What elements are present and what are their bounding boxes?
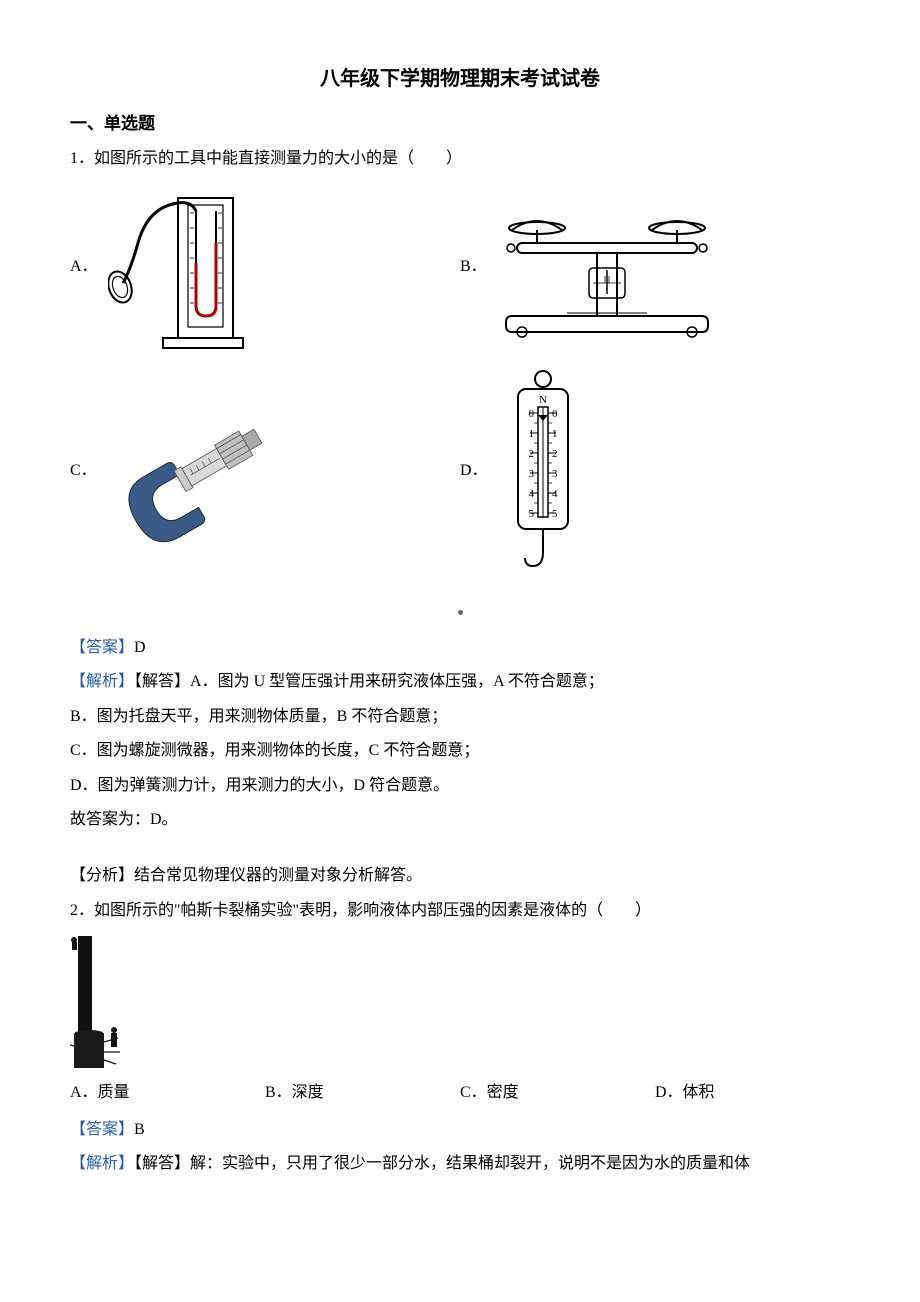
analysis-tag: 【分析】 bbox=[70, 867, 134, 884]
q1-option-c: C． bbox=[70, 367, 460, 577]
explain-label: 【解答】 bbox=[134, 673, 190, 690]
pascal-barrel-icon bbox=[70, 934, 850, 1074]
svg-text:N: N bbox=[539, 394, 547, 406]
q1-explain-c: C．图为螺旋测微器，用来测物体的长度，C 不符合题意； bbox=[70, 736, 850, 766]
q1-analysis: 【分析】结合常见物理仪器的测量对象分析解答。 bbox=[70, 861, 850, 891]
q1-answer-value: D bbox=[134, 639, 146, 656]
svg-text:2: 2 bbox=[528, 448, 534, 460]
answer-tag: 【答案】 bbox=[70, 1121, 134, 1138]
answer-tag: 【答案】 bbox=[70, 639, 134, 656]
q1-option-b-label: B． bbox=[460, 252, 487, 282]
svg-text:3: 3 bbox=[528, 468, 534, 480]
q1-conclusion: 故答案为：D。 bbox=[70, 805, 850, 835]
svg-text:5: 5 bbox=[528, 508, 534, 520]
q1-option-d: D． N 0 1 2 3 4 bbox=[460, 367, 850, 577]
q1-explain-b: B．图为托盘天平，用来测物体质量，B 不符合题意； bbox=[70, 702, 850, 732]
q1-option-b: B． bbox=[460, 183, 850, 353]
svg-text:0: 0 bbox=[552, 408, 558, 420]
svg-text:5: 5 bbox=[552, 508, 558, 520]
q1-option-d-label: D． bbox=[460, 456, 488, 486]
svg-text:3: 3 bbox=[552, 468, 558, 480]
q2-explain-text: 解：实验中，只用了很少一部分水，结果桶却裂开，说明不是因为水的质量和体 bbox=[190, 1155, 750, 1172]
q2-explain: 【解析】【解答】解：实验中，只用了很少一部分水，结果桶却裂开，说明不是因为水的质… bbox=[70, 1149, 850, 1179]
section-heading-1: 一、单选题 bbox=[70, 108, 850, 140]
svg-text:0: 0 bbox=[528, 408, 534, 420]
svg-text:2: 2 bbox=[552, 448, 558, 460]
q1-explain-d: D．图为弹簧测力计，用来测力的大小，D 符合题意。 bbox=[70, 771, 850, 801]
q2-option-d: D．体积 bbox=[655, 1078, 850, 1108]
explain-label: 【解答】 bbox=[134, 1155, 190, 1172]
q1-stem: 1．如图所示的工具中能直接测量力的大小的是（ ） bbox=[70, 144, 850, 174]
q1-option-c-label: C． bbox=[70, 456, 97, 486]
balance-scale-icon bbox=[497, 198, 717, 338]
q2-options: A．质量 B．深度 C．密度 D．体积 bbox=[70, 1078, 850, 1108]
q1-option-a-label: A． bbox=[70, 252, 98, 282]
manometer-icon bbox=[108, 183, 258, 353]
q2-option-c: C．密度 bbox=[460, 1078, 655, 1108]
explain-tag: 【解析】 bbox=[70, 1155, 134, 1172]
q1-explain-a: 【解析】【解答】A．图为 U 型管压强计用来研究液体压强，A 不符合题意； bbox=[70, 667, 850, 697]
page-title: 八年级下学期物理期末考试试卷 bbox=[70, 60, 850, 98]
q1-answer: 【答案】D bbox=[70, 633, 850, 663]
micrometer-icon bbox=[107, 392, 277, 552]
q2-stem: 2．如图所示的"帕斯卡裂桶实验"表明，影响液体内部压强的因素是液体的（ ） bbox=[70, 896, 850, 926]
q1-analysis-text: 结合常见物理仪器的测量对象分析解答。 bbox=[134, 867, 422, 884]
q2-option-b: B．深度 bbox=[265, 1078, 460, 1108]
q2-answer-value: B bbox=[134, 1121, 145, 1138]
svg-text:1: 1 bbox=[528, 428, 534, 440]
q1-options: A． bbox=[70, 183, 850, 591]
svg-text:4: 4 bbox=[552, 488, 558, 500]
center-dot bbox=[70, 597, 850, 627]
spring-dynamometer-icon: N 0 1 2 3 4 5 0 1 2 bbox=[498, 367, 588, 577]
q2-option-a: A．质量 bbox=[70, 1078, 265, 1108]
q1-explain-a-text: A．图为 U 型管压强计用来研究液体压强，A 不符合题意； bbox=[190, 673, 604, 690]
spacer bbox=[70, 839, 850, 857]
q1-option-a: A． bbox=[70, 183, 460, 353]
svg-text:4: 4 bbox=[528, 488, 534, 500]
svg-text:1: 1 bbox=[552, 428, 558, 440]
explain-tag: 【解析】 bbox=[70, 673, 134, 690]
q2-answer: 【答案】B bbox=[70, 1115, 850, 1145]
